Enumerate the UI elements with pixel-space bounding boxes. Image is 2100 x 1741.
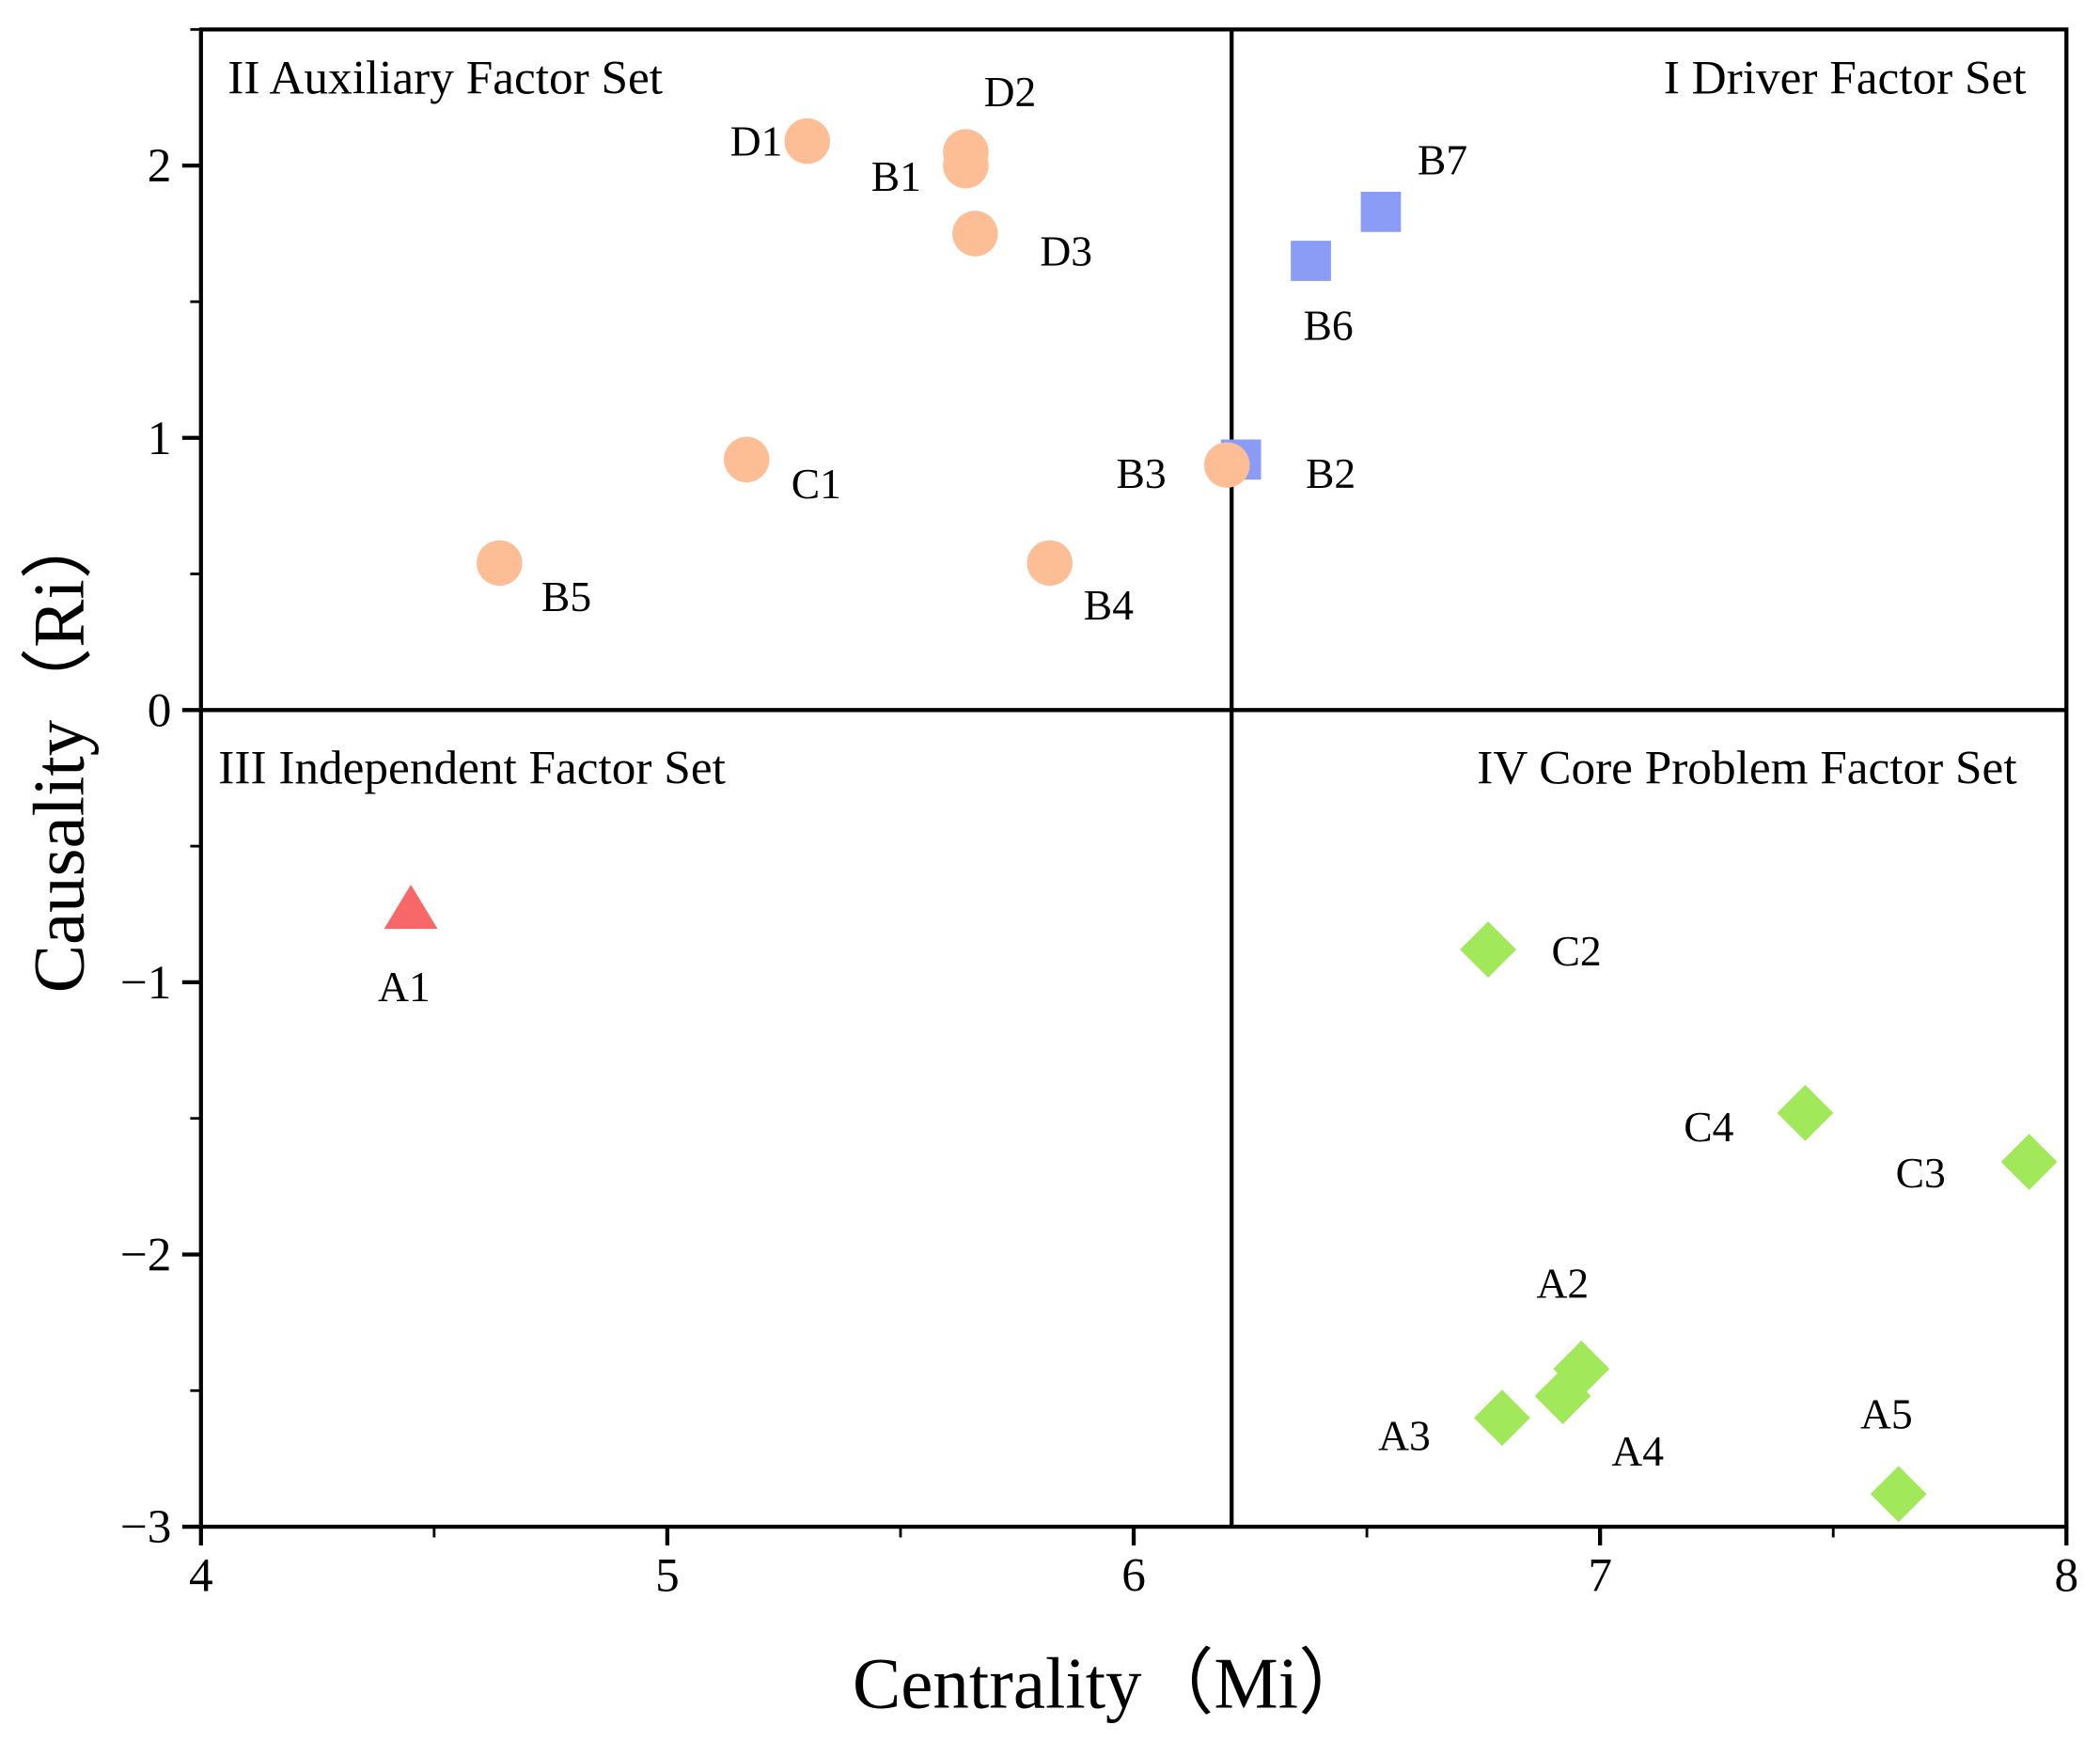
point-a3 [1474,1389,1530,1447]
x-axis-title: Centrality（Mi） [853,1642,1371,1723]
y-tick-label: −3 [120,1500,172,1554]
point-a5 [1870,1466,1927,1523]
quadrant-III-label: III Independent Factor Set [218,741,726,794]
point-b7 [1360,191,1402,232]
point-label-c4: C4 [1684,1103,1733,1151]
point-b1 [943,142,989,189]
point-label-d3: D3 [1040,227,1092,275]
x-tick-label: 7 [1588,1548,1612,1602]
y-tick-label: 2 [148,139,172,193]
point-d1 [784,118,830,165]
x-tick-label: 5 [655,1548,680,1602]
y-tick-label: −1 [120,956,172,1010]
point-label-d2: D2 [984,68,1037,116]
x-tick-label: 6 [1121,1548,1146,1602]
quadrant-IV-label: IV Core Problem Factor Set [1477,741,2016,794]
x-tick-label: 8 [2054,1548,2078,1602]
point-d3 [952,211,998,257]
point-b4 [1026,540,1073,587]
point-label-d1: D1 [730,118,783,165]
point-label-b6: B6 [1303,302,1353,350]
point-c2 [1460,921,1517,979]
point-label-a1: A1 [378,963,431,1011]
point-b3 [1204,442,1250,488]
point-label-c2: C2 [1552,927,1602,975]
point-a1 [384,885,438,930]
point-c3 [2000,1134,2058,1190]
point-b5 [477,540,523,587]
y-tick-label: 1 [148,412,172,465]
point-b6 [1291,241,1331,281]
point-label-a4: A4 [1611,1427,1664,1475]
point-label-b4: B4 [1084,581,1134,629]
point-label-c3: C3 [1896,1149,1946,1197]
x-tick-label: 4 [189,1548,213,1602]
point-c1 [724,436,770,483]
point-label-b1: B1 [871,152,921,200]
point-c4 [1777,1084,1834,1141]
point-label-b5: B5 [541,572,591,620]
y-tick-label: 0 [148,683,172,737]
y-tick-label: −2 [120,1229,172,1282]
point-a4 [1534,1368,1591,1424]
point-label-a5: A5 [1860,1390,1913,1438]
point-label-a3: A3 [1378,1411,1431,1459]
y-axis-title: Causality（Ri） [18,507,99,993]
point-label-b3: B3 [1116,449,1166,497]
quadrant-I-label: I Driver Factor Set [1664,52,2027,105]
quadrant-II-label: II Auxiliary Factor Set [227,52,663,105]
point-label-b2: B2 [1306,449,1356,497]
point-label-b7: B7 [1418,135,1467,183]
point-label-a2: A2 [1537,1260,1590,1308]
point-label-c1: C1 [791,460,841,508]
